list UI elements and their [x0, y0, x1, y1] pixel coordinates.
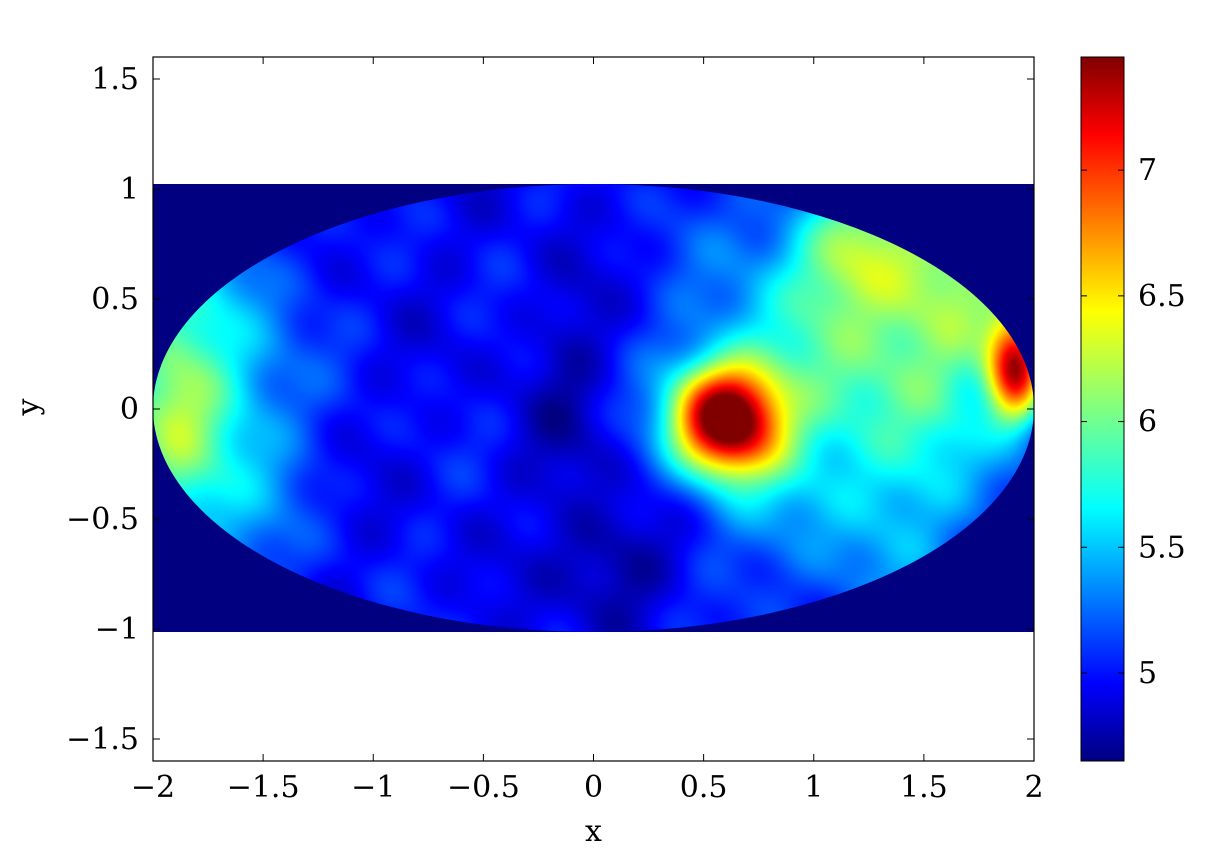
x-tick-label: −1.5 [227, 770, 300, 805]
x-tick-label: 0 [584, 770, 603, 805]
x-tick-label: 2 [1024, 770, 1043, 805]
plot-background [153, 57, 1034, 761]
y-tick-label: −0.5 [66, 502, 139, 537]
heatmap-ellipse [153, 184, 1034, 632]
plot-frame [152, 56, 1035, 762]
x-tick-label: 1.5 [900, 770, 948, 805]
x-axis-label: x [585, 814, 602, 849]
colorbar-ticks: 5 5.5 6 6.5 7 [1081, 153, 1186, 691]
axis-tick-labels: −2 −1.5 −1 −0.5 0 0.5 1 1.5 2 1.5 1 0.5 0 −0.5 −1 −1.5 [66, 62, 1043, 805]
colorbar-tick-label: 5.5 [1138, 530, 1186, 565]
x-tick-label: −0.5 [447, 770, 520, 805]
y-tick-label: 0 [120, 392, 139, 427]
y-tick-label: 0.5 [91, 282, 139, 317]
colorbar: 5 5.5 6 6.5 7 [1080, 56, 1186, 762]
colorbar-tick-label: 5 [1138, 656, 1157, 691]
y-tick-label: −1.5 [66, 722, 139, 757]
x-tick-label: 1 [804, 770, 823, 805]
x-tick-label: −1 [351, 770, 395, 805]
y-tick-label: −1 [95, 612, 139, 647]
y-tick-label: 1.5 [91, 62, 139, 97]
x-tick-label: −2 [131, 770, 175, 805]
colorbar-gradient [1080, 56, 1125, 762]
x-tick-label: 0.5 [680, 770, 728, 805]
colorbar-tick-label: 6 [1138, 405, 1157, 440]
y-tick-label: 1 [120, 172, 139, 207]
colorbar-tick-label: 6.5 [1138, 279, 1186, 314]
y-axis-label: y [11, 398, 46, 416]
colorbar-tick-label: 7 [1138, 153, 1157, 188]
